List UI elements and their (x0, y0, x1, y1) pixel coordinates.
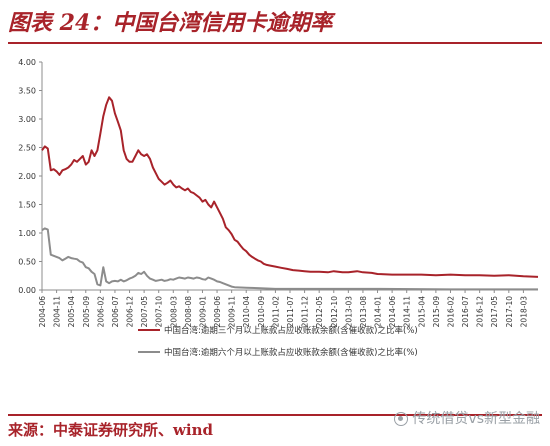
x-tick-label: 2010-04 (242, 296, 251, 328)
x-tick-label: 2018-03 (519, 296, 528, 328)
x-tick-label: 2009-01 (198, 296, 207, 328)
wechat-icon (394, 412, 409, 426)
x-tick-label: 2011-02 (271, 296, 280, 328)
x-tick-label: 2009-11 (228, 296, 237, 328)
x-tick-label: 2008-03 (169, 296, 178, 328)
y-tick-label: 2.00 (18, 172, 36, 181)
y-tick-label: 3.50 (18, 87, 36, 96)
x-tick-label: 2006-07 (111, 296, 120, 328)
x-tick-label: 2007-10 (155, 296, 164, 328)
series-line-2 (41, 227, 538, 291)
series-layer (41, 96, 539, 291)
y-tick-label: 1.50 (18, 201, 36, 210)
legend: 中国台湾:逾期三个月以上账款占应收账款余额(含催收款)之比率(%) 中国台湾:逾期… (138, 325, 418, 358)
x-tick-label: 2007-05 (140, 296, 149, 328)
y-tick-label: 0.50 (18, 258, 36, 267)
x-tick-label: 2012-05 (315, 296, 324, 328)
x-tick-label: 2004-11 (53, 296, 62, 328)
watermark-text: 传统借贷vs新型金融 (412, 411, 540, 427)
x-tick-label: 2014-11 (403, 296, 412, 328)
x-tick-label: 2012-10 (330, 296, 339, 328)
x-tick-label: 2005-09 (82, 296, 91, 328)
x-tick-label: 2004-06 (38, 296, 47, 328)
x-tick-label: 2016-02 (446, 296, 455, 328)
x-tick-label: 2013-08 (359, 296, 368, 328)
y-tick-label: 2.50 (18, 144, 36, 153)
x-tick-label: 2013-03 (344, 296, 353, 328)
x-tick-label: 2015-09 (432, 296, 441, 328)
legend-label-1: 中国台湾:逾期三个月以上账款占应收账款余额(含催收款)之比率(%) (164, 325, 418, 336)
series-line-1 (41, 96, 539, 278)
x-tick-label: 2016-07 (461, 296, 470, 328)
legend-label-2: 中国台湾:逾期六个月以上账款占应收账款余额(含催收款)之比率(%) (164, 347, 418, 358)
x-tick-label: 2010-09 (257, 296, 266, 328)
source-note: 来源：中泰证券研究所、wind (8, 421, 214, 439)
x-tick-label: 2014-06 (388, 296, 397, 328)
y-axis: 0.00 0.50 1.00 1.50 2.00 2.50 3.00 3.50 4.00 (18, 58, 43, 295)
y-tick-label: 3.00 (18, 115, 36, 124)
x-tick-label: 2008-08 (184, 296, 193, 328)
footer-divider (8, 414, 542, 416)
watermark: 传统借贷vs新型金融 (394, 407, 540, 431)
x-tick-label: 2017-05 (490, 296, 499, 328)
page-title: 图表 24：中国台湾信用卡逾期率 (8, 10, 333, 36)
x-tick-label: 2017-10 (505, 296, 514, 328)
y-tick-label: 4.00 (18, 58, 36, 67)
x-tick-label: 2015-04 (417, 296, 426, 328)
x-tick-label: 2006-02 (96, 296, 105, 328)
title-divider (8, 42, 542, 44)
x-tick-label: 2006-12 (126, 296, 135, 328)
y-tick-label: 1.00 (18, 229, 36, 238)
x-axis: 2004-06 2004-11 2005-04 2005-09 2006-02 2006-… (38, 289, 538, 328)
y-tick-label: 0.00 (18, 286, 36, 295)
x-tick-label: 2014-01 (374, 296, 383, 328)
x-tick-label: 2009-06 (213, 296, 222, 328)
x-tick-label: 2011-12 (301, 296, 310, 328)
x-tick-label: 2005-04 (67, 296, 76, 328)
line-chart: 0.00 0.50 1.00 1.50 2.00 2.50 3.00 3.50 4.00 200… (18, 58, 539, 358)
x-tick-label: 2016-12 (476, 296, 485, 328)
x-tick-label: 2011-07 (286, 296, 295, 328)
